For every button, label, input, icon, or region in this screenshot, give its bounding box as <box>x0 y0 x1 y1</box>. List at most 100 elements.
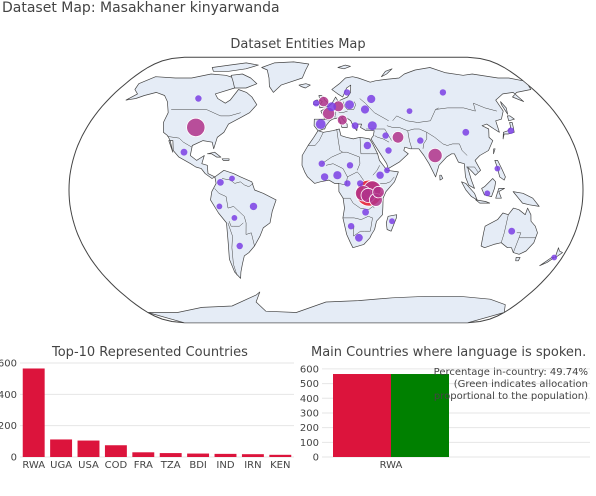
bar-ind[interactable] <box>214 453 237 457</box>
bar-irn[interactable] <box>241 454 264 457</box>
country-border <box>353 226 371 237</box>
left-x-tick-label: BDI <box>189 460 207 471</box>
map-bubble[interactable] <box>313 100 320 107</box>
right-y-tick-label: 0 <box>313 453 319 464</box>
map-bubble[interactable] <box>343 89 351 96</box>
map-bubble[interactable] <box>462 128 470 136</box>
country-border <box>359 137 378 155</box>
left-x-tick-label: COD <box>105 460 128 471</box>
map-bubble[interactable] <box>417 137 424 144</box>
bar-rwa-entities[interactable] <box>333 374 391 457</box>
map-bubble[interactable] <box>494 165 501 172</box>
bar-bdi[interactable] <box>187 453 210 457</box>
map-bubble[interactable] <box>427 147 443 163</box>
land-new-zealand-north <box>555 247 563 258</box>
map-bubble[interactable] <box>508 227 516 235</box>
country-border <box>372 165 380 176</box>
bar-usa[interactable] <box>77 440 100 457</box>
map-bubble[interactable] <box>389 218 395 225</box>
land-baffin <box>230 73 258 89</box>
map-title: Dataset Entities Map <box>230 37 366 52</box>
left-x-tick-label: USA <box>78 460 99 471</box>
map-bubble[interactable] <box>362 208 369 216</box>
map-bubble[interactable] <box>367 121 377 131</box>
left-x-tick-label: FRA <box>134 460 153 471</box>
map-bubble[interactable] <box>327 102 337 112</box>
country-border <box>342 216 373 232</box>
map-bubble[interactable] <box>372 185 385 199</box>
bar-uga[interactable] <box>50 439 73 457</box>
country-border <box>342 101 356 110</box>
land-svalbard <box>337 64 351 70</box>
right-y-tick-label: 300 <box>300 408 319 419</box>
map-bubble[interactable] <box>344 180 351 187</box>
map-bubble[interactable] <box>320 173 329 181</box>
left-x-tick-label: IND <box>216 460 234 471</box>
map-bubble[interactable] <box>333 171 342 180</box>
map-bubble[interactable] <box>249 202 258 211</box>
map-bubble[interactable] <box>360 105 370 114</box>
map-bubble[interactable] <box>318 160 325 167</box>
map-bubble[interactable] <box>355 233 363 242</box>
map-bubble-layer[interactable] <box>180 89 558 261</box>
left-y-tick-label: 400 <box>0 390 17 401</box>
bar-rwa[interactable] <box>22 368 45 457</box>
map-bubble[interactable] <box>385 147 392 154</box>
bar-tza[interactable] <box>159 453 182 457</box>
map-bubble[interactable] <box>346 162 354 169</box>
bar-rwa-population-allocation[interactable] <box>391 374 449 457</box>
map-bubble[interactable] <box>384 167 390 174</box>
country-border <box>374 135 390 143</box>
country-border <box>171 109 241 117</box>
right-y-tick-label: 500 <box>300 379 319 390</box>
map-bubble[interactable] <box>551 254 558 261</box>
left-x-tick-label: TZA <box>160 460 181 471</box>
map-bubble[interactable] <box>345 100 354 110</box>
map-bubble[interactable] <box>195 95 202 102</box>
map-bubble[interactable] <box>363 141 372 150</box>
map-bubble[interactable] <box>347 223 355 230</box>
annotation-line-1: Percentage in-country: 49.74% <box>433 367 588 378</box>
map-bubble[interactable] <box>315 119 326 129</box>
main-countries-title: Main Countries where language is spoken. <box>311 345 587 360</box>
map-bubble[interactable] <box>357 180 364 187</box>
left-x-tick-label: IRN <box>244 460 261 471</box>
map-bubble[interactable] <box>216 203 223 210</box>
map-bubble[interactable] <box>382 132 389 139</box>
country-border <box>359 98 389 122</box>
land-africa-eurasia <box>301 67 532 249</box>
top-countries-bar-chart[interactable]: 0 200 400 600 RWA UGA USA COD FRA TZA BDI IND IRN KEN <box>0 0 300 496</box>
map-bubble[interactable] <box>180 148 188 156</box>
map-bubble[interactable] <box>507 127 514 134</box>
map-bubble[interactable] <box>217 179 224 186</box>
bar-cod[interactable] <box>104 445 127 457</box>
map-bubble[interactable] <box>186 117 206 138</box>
left-y-tick-label: 600 <box>0 359 17 370</box>
map-bubble[interactable] <box>484 190 491 197</box>
bar-ken[interactable] <box>269 454 292 457</box>
land-iceland <box>298 83 311 89</box>
map-bubble[interactable] <box>376 171 384 179</box>
map-bubble[interactable] <box>439 89 447 96</box>
country-border <box>228 221 244 227</box>
right-y-tick-label: 600 <box>300 364 319 375</box>
left-x-tick-label: UGA <box>50 460 72 471</box>
land-antarctica <box>147 291 506 323</box>
map-bubble[interactable] <box>231 215 238 221</box>
map-bubble[interactable] <box>236 242 243 250</box>
map-bubble[interactable] <box>367 94 376 104</box>
map-bubble[interactable] <box>229 175 235 182</box>
land-greenland <box>261 61 310 93</box>
land-hispaniola <box>221 158 230 161</box>
land-sri-lanka <box>439 174 444 181</box>
land-taiwan <box>493 148 496 155</box>
map-bubble[interactable] <box>351 122 359 130</box>
bar-fra[interactable] <box>132 452 155 457</box>
map-bubble[interactable] <box>391 131 405 144</box>
map-bubble[interactable] <box>336 114 348 126</box>
map-bubble[interactable] <box>406 108 413 114</box>
dataset-entities-map[interactable] <box>0 0 596 345</box>
land-sakhalin <box>500 101 509 115</box>
left-x-tick-label: RWA <box>22 460 45 471</box>
